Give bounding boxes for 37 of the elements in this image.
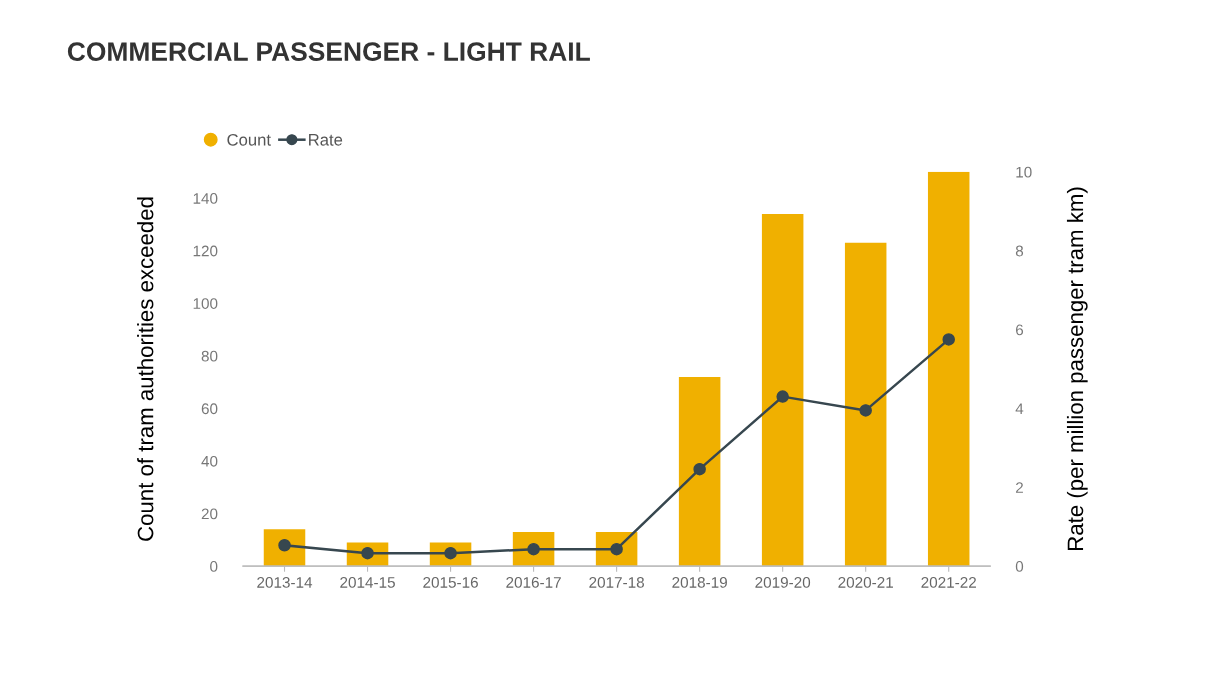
y2-tick-label: 0	[1015, 561, 1024, 572]
x-tick-label: 2019-20	[755, 576, 811, 588]
x-tick-label: 2014-15	[340, 576, 395, 588]
y2-tick-label: 8	[1015, 245, 1024, 257]
point	[859, 404, 872, 417]
y-tick-label: 20	[201, 508, 218, 520]
y2-tick-label: 4	[1015, 403, 1024, 414]
bar	[678, 376, 721, 567]
y-tick-label: 40	[201, 455, 218, 467]
y-tick-label: 80	[201, 350, 218, 362]
point	[942, 333, 955, 346]
legend-label: Rate	[309, 134, 343, 146]
y-tick-label: 140	[193, 193, 218, 204]
x-tick-label: 2016-17	[506, 576, 561, 588]
y-tick-label: 0	[210, 561, 218, 572]
x-tick-label: 2015-16	[423, 576, 478, 588]
bar	[927, 171, 970, 567]
x-tick-label: 2018-19	[672, 576, 727, 588]
bar	[761, 213, 804, 567]
x-tick-label: 2013-14	[257, 576, 313, 588]
point	[693, 462, 706, 476]
x-tick-label: 2020-21	[838, 576, 893, 588]
y-tick-label: 100	[193, 298, 218, 309]
legend-label: Count	[227, 133, 271, 146]
bar	[263, 529, 306, 567]
point	[776, 390, 789, 403]
y-tick-label: 60	[201, 403, 218, 415]
chart-title: COMMERCIAL PASSENGER - LIGHT RAIL	[67, 42, 590, 61]
x-tick-label: 2021-22	[921, 576, 976, 588]
y-tick-label: 120	[193, 245, 218, 257]
y2-tick-label: 2	[1015, 482, 1023, 493]
x-tick-label: 2017-18	[589, 576, 644, 588]
bar	[844, 242, 887, 567]
y2-tick-label: 10	[1016, 166, 1032, 178]
y-axis-title: Count of tram authorities exceeded	[137, 197, 154, 541]
y2-axis-title: Rate (per million passenger tram km)	[1066, 187, 1088, 550]
y2-tick-label: 6	[1016, 324, 1024, 336]
